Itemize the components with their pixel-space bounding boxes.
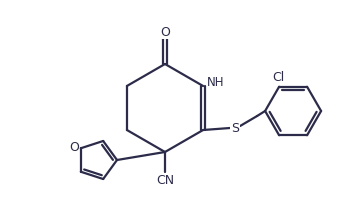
Text: CN: CN [156, 173, 174, 186]
Text: Cl: Cl [272, 71, 284, 84]
Text: NH: NH [207, 76, 225, 89]
Text: S: S [231, 121, 239, 135]
Text: O: O [160, 25, 170, 38]
Text: O: O [69, 141, 79, 154]
